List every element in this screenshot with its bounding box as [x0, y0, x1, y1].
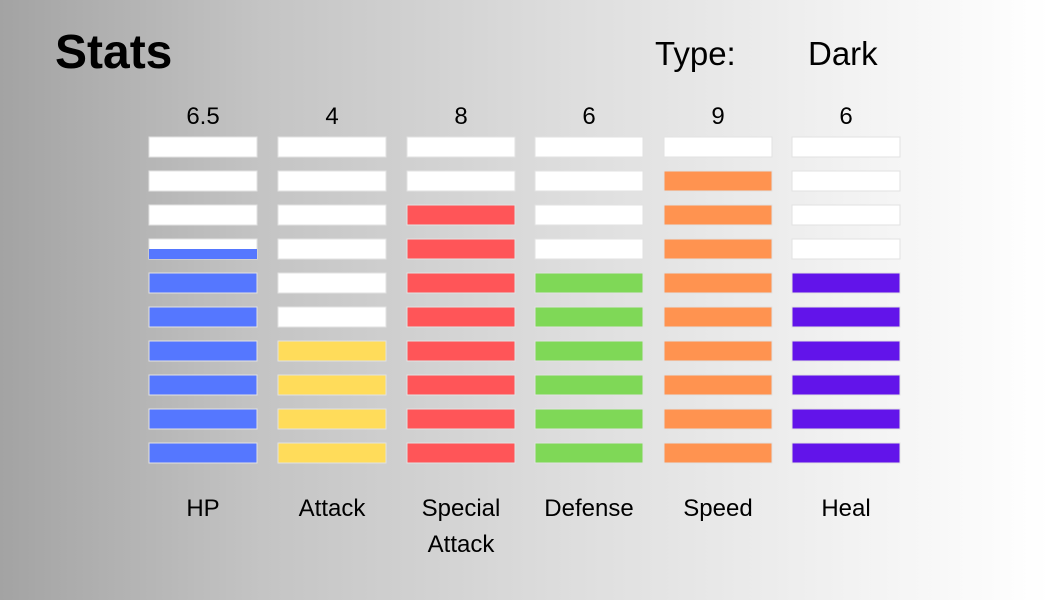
segment-speed-10	[663, 136, 773, 158]
segment-defense-10	[534, 136, 644, 158]
segment-speed-3	[663, 374, 773, 396]
segment-speed-9	[663, 170, 773, 192]
segment-speed-6	[663, 272, 773, 294]
segment-special-attack-9	[406, 170, 516, 192]
category-label-speed: Speed	[683, 495, 752, 522]
segment-attack-8	[277, 204, 387, 226]
segment-special-attack-7	[406, 238, 516, 260]
segment-hp-3	[148, 374, 258, 396]
segment-hp-9	[148, 170, 258, 192]
page-title: Stats	[55, 26, 173, 79]
segment-special-attack-2	[406, 408, 516, 430]
segment-heal-8	[791, 204, 901, 226]
segment-attack-2	[277, 408, 387, 430]
segment-defense-1	[534, 442, 644, 464]
segment-hp-5	[148, 306, 258, 328]
segment-heal-10	[791, 136, 901, 158]
segment-defense-2	[534, 408, 644, 430]
segment-special-attack-3	[406, 374, 516, 396]
segment-speed-8	[663, 204, 773, 226]
segment-attack-1	[277, 442, 387, 464]
segment-attack-5	[277, 306, 387, 328]
category-label-hp: HP	[186, 495, 219, 522]
type-label: Type:	[655, 35, 736, 72]
segment-attack-6	[277, 272, 387, 294]
segment-special-attack-1	[406, 442, 516, 464]
category-label-special-attack: Special Attack	[422, 495, 501, 558]
segment-special-attack-4	[406, 340, 516, 362]
segment-heal-9	[791, 170, 901, 192]
segment-hp-8	[148, 204, 258, 226]
segment-defense-9	[534, 170, 644, 192]
segment-partial-hp	[149, 249, 257, 259]
value-label-attack: 4	[325, 103, 338, 130]
value-label-special-attack: 8	[454, 103, 467, 130]
segment-special-attack-10	[406, 136, 516, 158]
category-label-heal: Heal	[821, 495, 870, 522]
segment-attack-7	[277, 238, 387, 260]
value-label-heal: 6	[839, 103, 852, 130]
segment-attack-3	[277, 374, 387, 396]
segment-heal-2	[791, 408, 901, 430]
value-label-defense: 6	[582, 103, 595, 130]
segment-attack-4	[277, 340, 387, 362]
segment-defense-5	[534, 306, 644, 328]
segment-speed-2	[663, 408, 773, 430]
segment-heal-1	[791, 442, 901, 464]
segment-defense-4	[534, 340, 644, 362]
value-label-hp: 6.5	[186, 103, 219, 130]
segment-hp-4	[148, 340, 258, 362]
segment-heal-5	[791, 306, 901, 328]
segment-defense-8	[534, 204, 644, 226]
segment-speed-1	[663, 442, 773, 464]
segment-heal-4	[791, 340, 901, 362]
segment-heal-3	[791, 374, 901, 396]
segment-hp-2	[148, 408, 258, 430]
segment-heal-6	[791, 272, 901, 294]
segment-speed-4	[663, 340, 773, 362]
segment-speed-5	[663, 306, 773, 328]
segment-special-attack-8	[406, 204, 516, 226]
category-label-defense: Defense	[544, 495, 633, 522]
segment-speed-7	[663, 238, 773, 260]
segment-defense-6	[534, 272, 644, 294]
segment-special-attack-6	[406, 272, 516, 294]
segment-hp-6	[148, 272, 258, 294]
segment-defense-3	[534, 374, 644, 396]
segment-attack-9	[277, 170, 387, 192]
segment-hp-1	[148, 442, 258, 464]
category-label-attack: Attack	[299, 495, 367, 522]
segment-defense-7	[534, 238, 644, 260]
value-label-speed: 9	[711, 103, 724, 130]
segment-special-attack-5	[406, 306, 516, 328]
segment-heal-7	[791, 238, 901, 260]
segment-hp-10	[148, 136, 258, 158]
segment-attack-10	[277, 136, 387, 158]
type-value: Dark	[808, 35, 878, 72]
